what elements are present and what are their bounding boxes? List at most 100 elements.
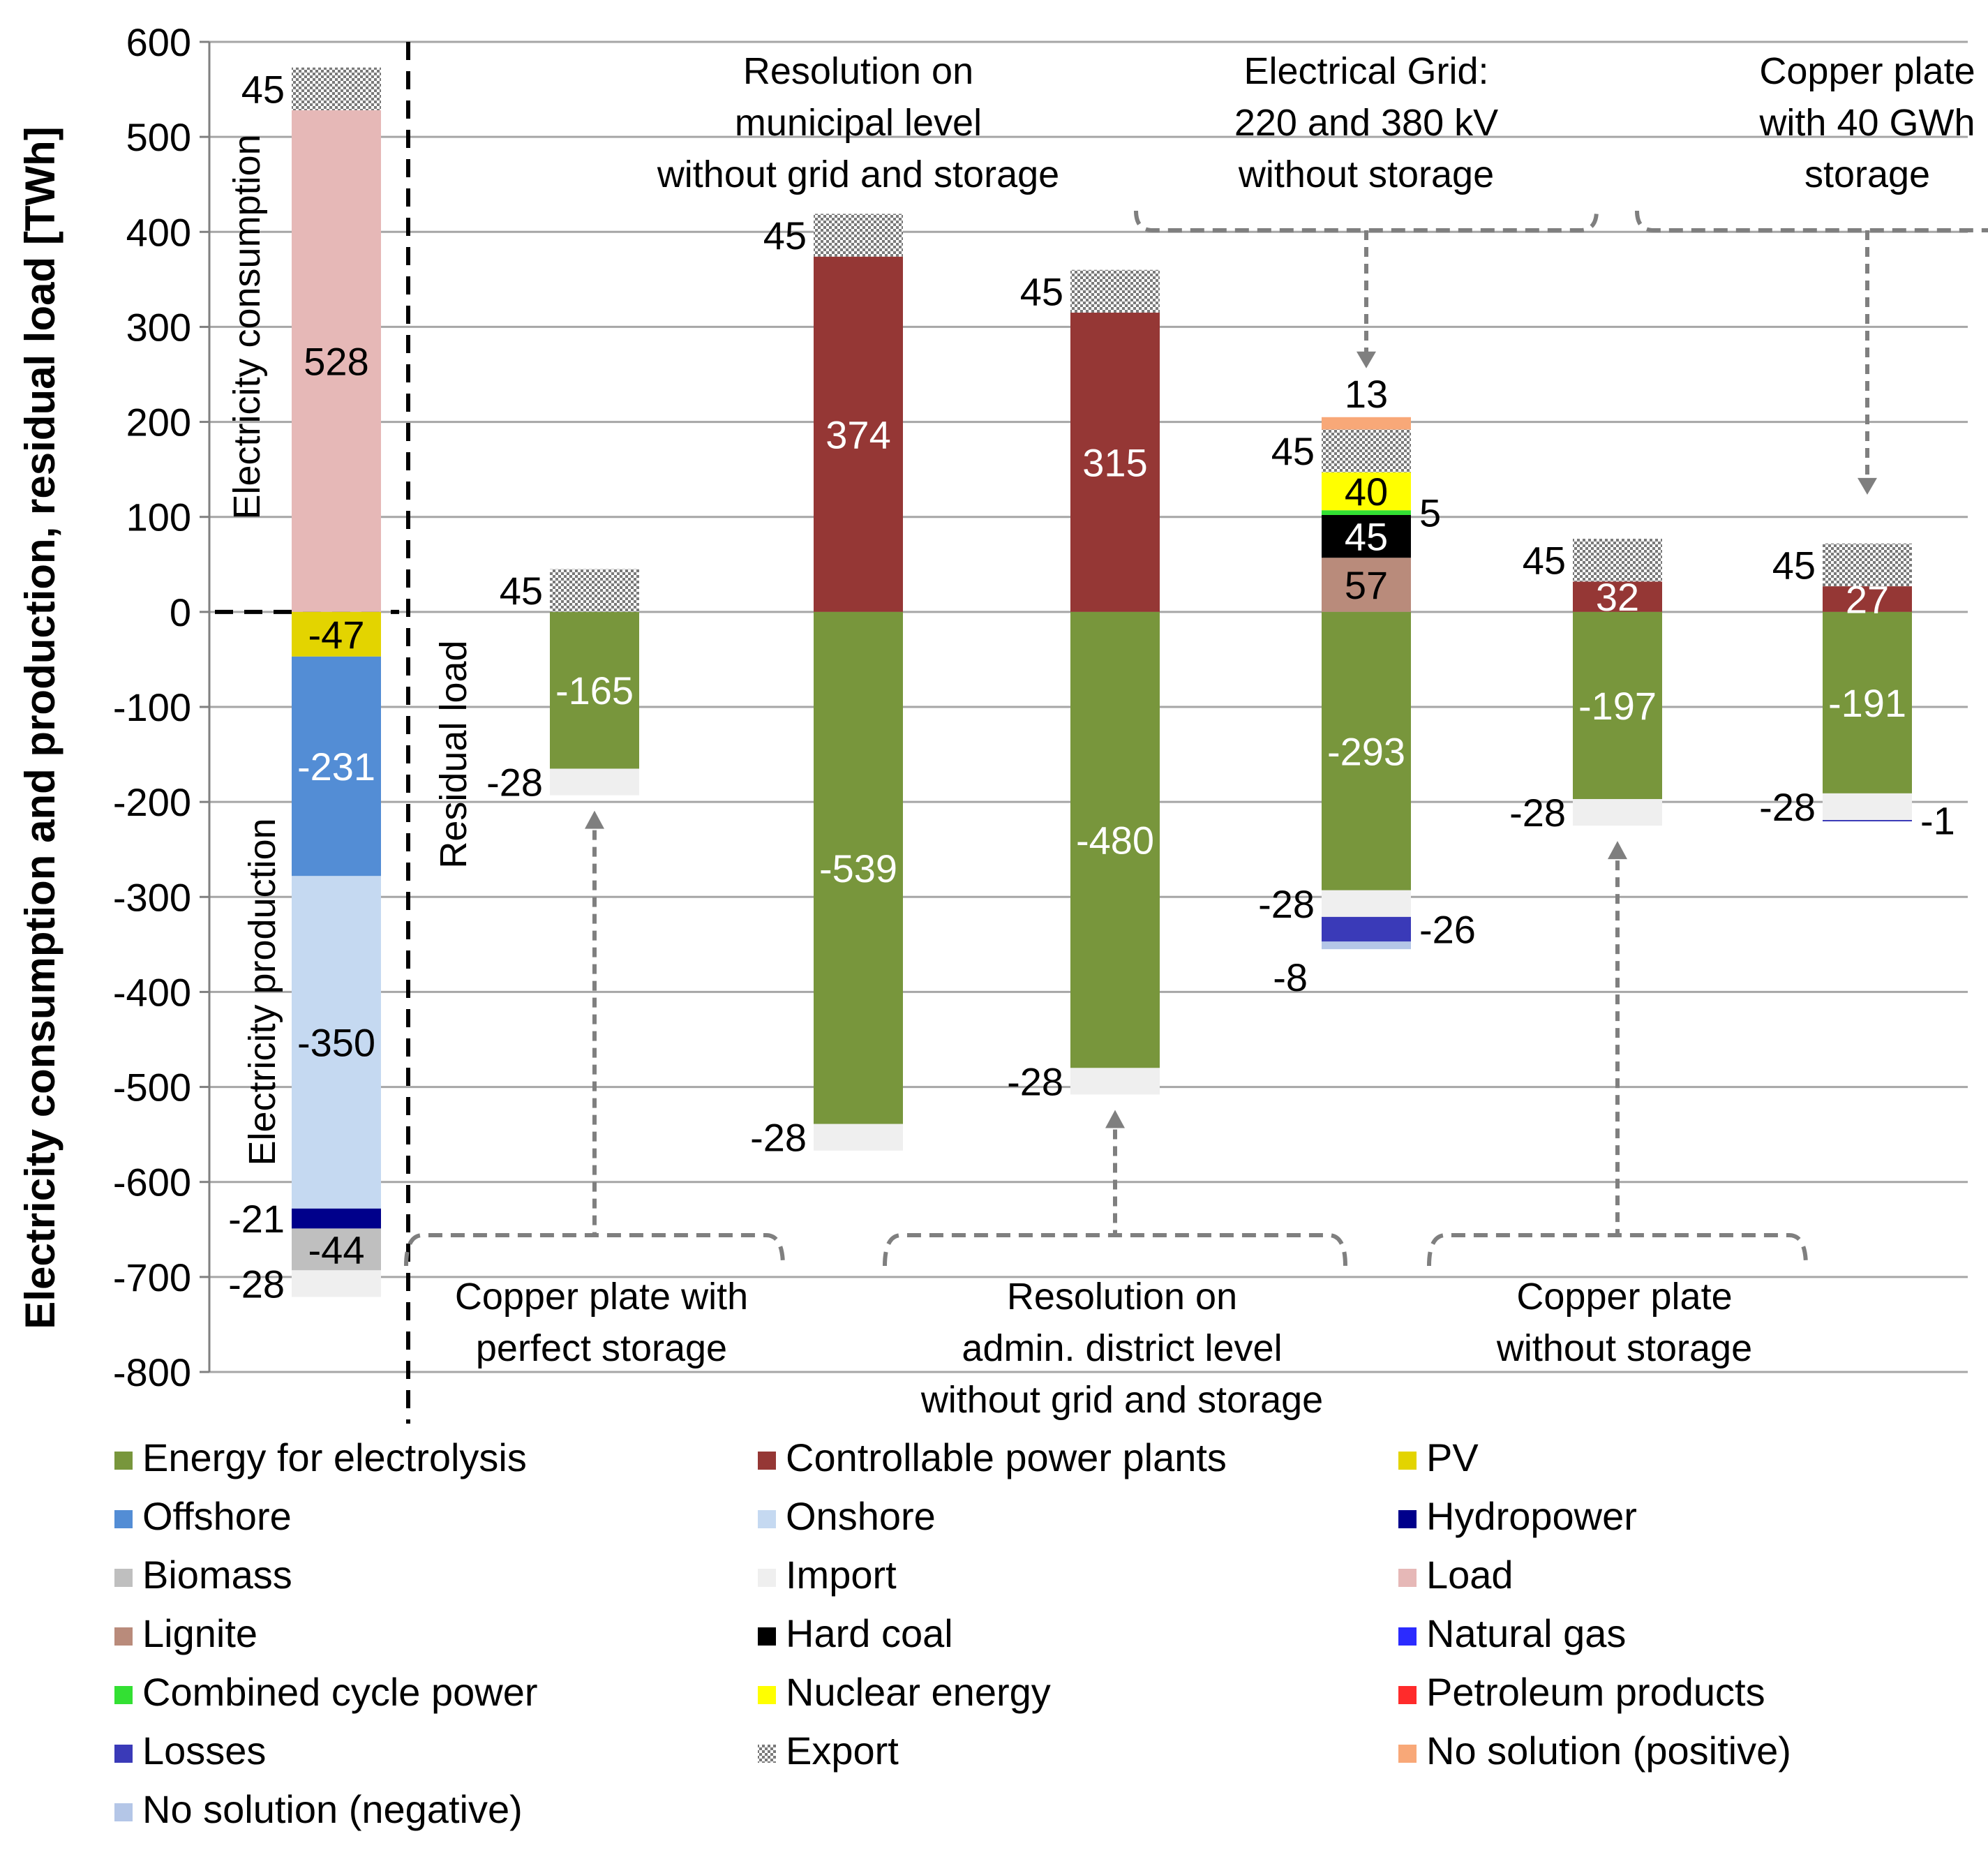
bar-segment-import	[1823, 793, 1912, 821]
bar-segment-controllable-power-plants	[814, 256, 903, 612]
data-label-controllable-power-plants: 27	[1846, 577, 1889, 621]
data-label-export: 45	[1772, 543, 1816, 587]
y-tick-label: 300	[126, 305, 191, 349]
bar-segment-export	[292, 67, 381, 111]
bar-segment-hard-coal	[1322, 514, 1411, 558]
bar-segment-pv	[292, 611, 381, 657]
y-axis-title: Electricity consumption and production, …	[17, 126, 63, 1329]
bar-segment-export	[814, 214, 903, 257]
legend-label-lignite: Lignite	[142, 1611, 257, 1655]
legend-label-nuclear-energy: Nuclear energy	[786, 1670, 1051, 1714]
legend-label-no-solution-negative: No solution (negative)	[142, 1787, 523, 1831]
bar-segment-controllable-power-plants	[1070, 313, 1160, 612]
annotation-text: Resolution on	[743, 50, 973, 92]
data-label-energy-for-electrolysis: -165	[555, 669, 634, 713]
bar-segment-lignite	[1322, 558, 1411, 612]
bar-segment-onshore	[292, 876, 381, 1209]
bar-segment-import	[292, 1270, 381, 1297]
bar-segment-export	[550, 569, 639, 612]
legend-swatch-import	[758, 1569, 776, 1587]
data-label-export: 45	[500, 569, 543, 613]
annotation-text: 220 and 380 kV	[1234, 102, 1498, 144]
legend-swatch-combined-cycle-power	[114, 1686, 133, 1704]
data-label-onshore: -350	[297, 1021, 375, 1065]
y-tick-label: -100	[113, 685, 191, 729]
bar-segment-losses	[1322, 916, 1411, 942]
legend-swatch-natural-gas	[1398, 1627, 1417, 1646]
bar-segment-hydropower	[292, 1208, 381, 1229]
legend-swatch-energy-for-electrolysis	[114, 1452, 133, 1470]
bar-segment-controllable-power-plants	[1573, 581, 1662, 612]
annotation-arrowhead	[1105, 1110, 1125, 1128]
legend-label-no-solution-positive: No solution (positive)	[1426, 1729, 1791, 1773]
data-label-controllable-power-plants: 374	[825, 412, 890, 456]
data-label-biomass: -44	[308, 1228, 365, 1271]
legend-swatch-onshore	[758, 1510, 776, 1528]
data-label-no-solution-positive: 13	[1345, 372, 1388, 416]
bar-segment-load	[292, 110, 381, 612]
bar-segment-energy-for-electrolysis	[550, 611, 639, 769]
legend-label-offshore: Offshore	[142, 1494, 292, 1538]
legend-swatch-losses	[114, 1745, 133, 1763]
bar-segment-export	[1322, 429, 1411, 472]
label-electricity-production: Electricity production	[241, 818, 283, 1165]
legend-label-controllable-power-plants: Controllable power plants	[786, 1435, 1227, 1479]
bars	[292, 67, 1912, 1297]
bar-segment-import	[1070, 1068, 1160, 1095]
annotation-text: without storage	[1496, 1327, 1752, 1369]
annotation-text: admin. district level	[962, 1327, 1282, 1369]
data-label-combined-cycle-power: 5	[1419, 491, 1441, 535]
annotation-text: municipal level	[735, 102, 982, 144]
legend-swatch-petroleum-products	[1398, 1686, 1417, 1704]
bar-segment-import	[550, 768, 639, 796]
data-label-import: -28	[750, 1116, 807, 1160]
y-tick-label: -500	[113, 1066, 191, 1110]
data-label-import: -28	[228, 1262, 285, 1306]
y-tick-label: 600	[126, 20, 191, 64]
legend-swatch-biomass	[114, 1569, 133, 1587]
legend-label-energy-for-electrolysis: Energy for electrolysis	[142, 1435, 527, 1479]
data-label-import: -28	[1007, 1059, 1063, 1103]
data-label-energy-for-electrolysis: -191	[1828, 681, 1906, 725]
annotation-text: Copper plate	[1759, 50, 1975, 92]
annotation-text: with 40 GWh	[1758, 102, 1975, 144]
legend-swatch-nuclear-energy	[758, 1686, 776, 1704]
legend-label-combined-cycle-power: Combined cycle power	[142, 1670, 537, 1714]
y-tick-label: -700	[113, 1255, 191, 1299]
bar-segment-energy-for-electrolysis	[1070, 611, 1160, 1068]
bar-segment-losses	[1823, 820, 1912, 822]
annotations: Copper plate with perfect storage Resoluti…	[404, 50, 1988, 1421]
data-label-export: 45	[1020, 269, 1063, 313]
annotation-text: without grid and storage	[657, 154, 1059, 195]
data-label-import: -28	[1759, 785, 1816, 829]
legend-label-losses: Losses	[142, 1729, 266, 1773]
annotation-arrowhead	[1357, 351, 1376, 368]
annotation-text: storage	[1804, 154, 1930, 195]
legend-swatch-offshore	[114, 1510, 133, 1528]
y-axis: 600 500 400 300 200 100 0 -100 -200 -300 -400 -500 -…	[17, 20, 410, 1424]
bar-segment-energy-for-electrolysis	[814, 611, 903, 1124]
bar-segment-export	[1070, 269, 1160, 313]
data-label-export: 45	[1523, 539, 1566, 583]
legend-label-petroleum-products: Petroleum products	[1426, 1670, 1765, 1714]
data-label-losses: -26	[1419, 908, 1476, 952]
data-label-load: 528	[304, 339, 368, 383]
y-tick-label: -300	[113, 875, 191, 919]
data-label-energy-for-electrolysis: -480	[1076, 819, 1154, 863]
data-label-no-solution-negative: -8	[1273, 955, 1308, 999]
data-label-export: 45	[241, 67, 285, 111]
y-tick-label: 400	[126, 210, 191, 254]
y-tick-label: -800	[113, 1350, 191, 1394]
legend-label-hard-coal: Hard coal	[786, 1611, 953, 1655]
data-labels: Electricity consumption Electricity produ…	[226, 67, 1955, 1306]
bar-segment-no-solution-negative	[1322, 941, 1411, 950]
data-label-import: -28	[486, 761, 543, 805]
annotation-text: Resolution on	[1007, 1276, 1237, 1318]
legend-swatch-hard-coal	[758, 1627, 776, 1646]
y-tick-label: -400	[113, 970, 191, 1014]
bar-segment-combined-cycle-power	[1322, 510, 1411, 515]
annotation-text: without grid and storage	[920, 1379, 1323, 1421]
y-tick-label: 200	[126, 401, 191, 445]
y-tick-label: 0	[170, 590, 191, 634]
